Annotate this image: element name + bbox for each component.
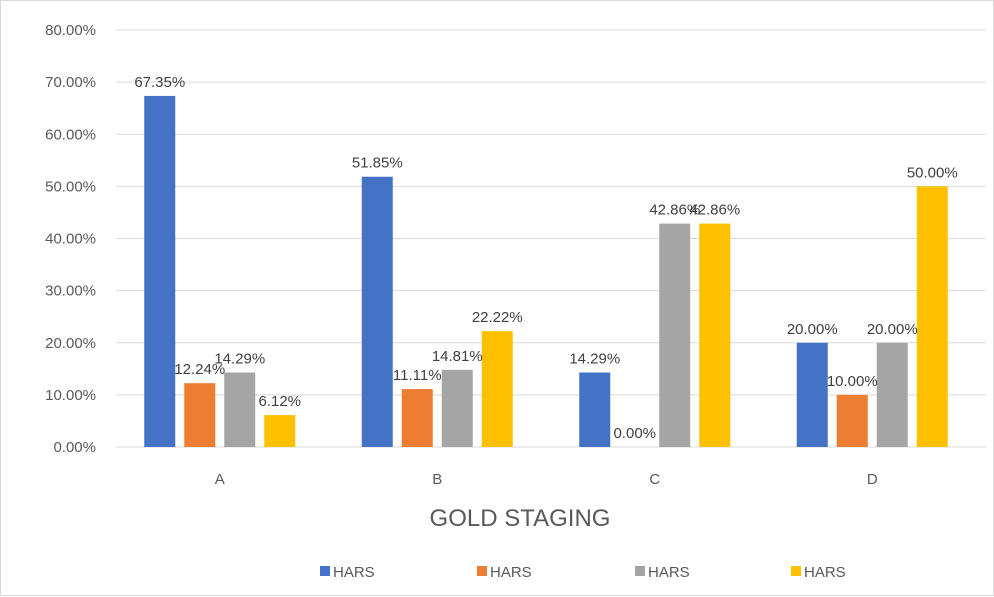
data-label: 10.00%: [827, 373, 878, 390]
bar-a-series-2: [184, 383, 216, 447]
bar-c-series-1: [579, 372, 611, 447]
bar-b-series-3: [441, 369, 473, 447]
legend-swatch: [635, 566, 645, 576]
y-tick-label: 30.00%: [45, 283, 96, 300]
data-labels: 67.35%12.24%14.29%6.12%51.85%11.11%14.81…: [134, 74, 957, 442]
bar-d-series-3: [876, 342, 908, 447]
bar-d-series-1: [796, 342, 828, 447]
legend: HARS HARS HARS HARS: [320, 564, 846, 581]
bar-b-series-4: [481, 331, 513, 447]
legend-swatch: [477, 566, 487, 576]
x-category-label: D: [867, 471, 878, 488]
legend-label: HARS: [648, 564, 690, 581]
x-axis-categories: A B C D: [215, 471, 878, 488]
data-label: 14.29%: [569, 351, 620, 368]
bar-d-series-2: [836, 394, 868, 447]
data-label: 14.81%: [432, 348, 483, 365]
x-category-label: B: [432, 471, 442, 488]
y-tick-label: 70.00%: [45, 74, 96, 91]
y-tick-label: 50.00%: [45, 178, 96, 195]
legend-label: HARS: [333, 564, 375, 581]
data-label: 42.86%: [649, 202, 700, 219]
data-label: 50.00%: [907, 164, 958, 181]
data-label: 12.24%: [174, 361, 225, 378]
bar-b-series-1: [361, 176, 393, 447]
y-tick-label: 20.00%: [45, 335, 96, 352]
y-tick-label: 80.00%: [45, 22, 96, 39]
y-axis-ticks: 0.00% 10.00% 20.00% 30.00% 40.00% 50.00% 60.00…: [45, 22, 96, 456]
bar-c-series-4: [699, 223, 731, 447]
legend-swatch: [791, 566, 801, 576]
data-label: 42.86%: [689, 202, 740, 219]
y-tick-label: 0.00%: [53, 439, 96, 456]
legend-swatch: [320, 566, 330, 576]
bar-a-series-4: [264, 415, 296, 447]
data-label: 22.22%: [472, 309, 523, 326]
bars: [144, 95, 948, 448]
bar-a-series-3: [224, 372, 256, 447]
data-label: 67.35%: [134, 74, 185, 91]
data-label: 11.11%: [393, 367, 442, 384]
gridlines: [116, 29, 986, 448]
y-tick-label: 40.00%: [45, 231, 96, 248]
x-category-label: A: [215, 471, 225, 488]
bar-c-series-3: [659, 223, 691, 447]
data-label: 20.00%: [787, 321, 838, 338]
y-tick-label: 60.00%: [45, 126, 96, 143]
legend-label: HARS: [490, 564, 532, 581]
bar-b-series-2: [401, 389, 433, 447]
data-label: 51.85%: [352, 155, 403, 172]
data-label: 14.29%: [214, 351, 265, 368]
y-tick-label: 10.00%: [45, 387, 96, 404]
x-category-label: C: [649, 471, 660, 488]
data-label: 6.12%: [258, 393, 301, 410]
data-label: 0.00%: [613, 425, 656, 442]
bar-a-series-1: [144, 95, 176, 448]
legend-label: HARS: [804, 564, 846, 581]
data-label: 20.00%: [867, 321, 918, 338]
x-axis-title: GOLD STAGING: [430, 505, 611, 532]
bar-d-series-4: [916, 186, 948, 447]
